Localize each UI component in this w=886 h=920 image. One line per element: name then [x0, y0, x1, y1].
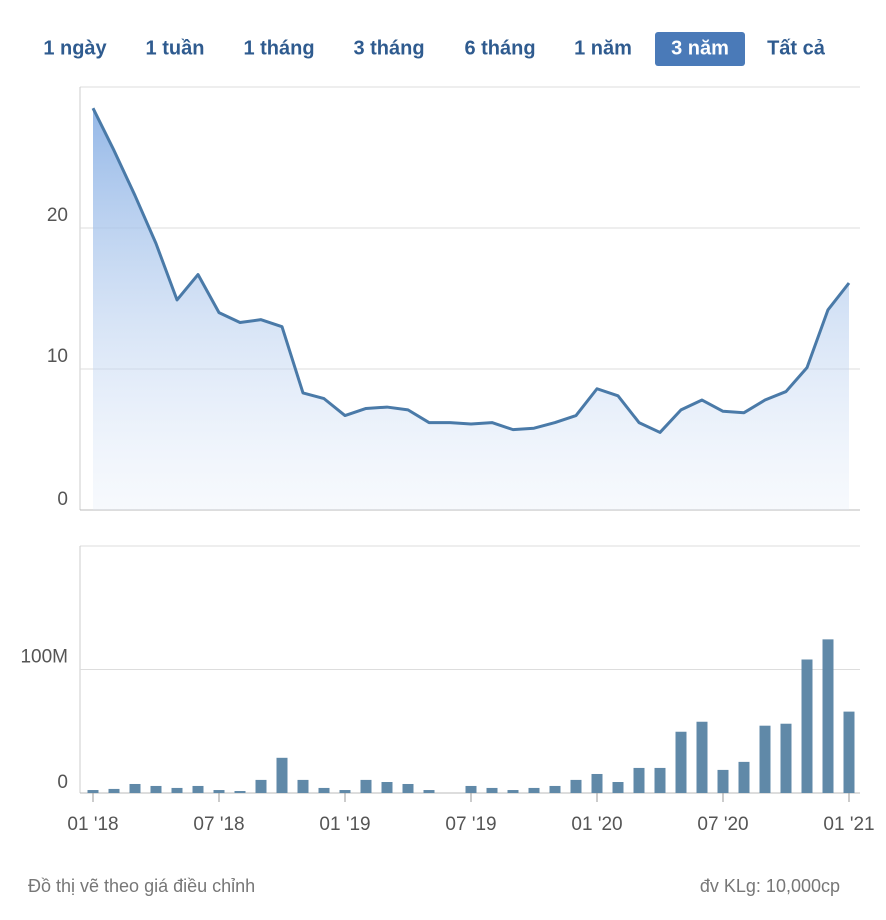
x-tick-label: 07 '18 — [193, 814, 244, 835]
y-tick-label: 0 — [57, 489, 68, 510]
volume-bar — [822, 639, 834, 793]
volume-bar — [318, 787, 330, 793]
volume-bar — [108, 788, 120, 793]
range-button[interactable]: Tất cả — [767, 37, 826, 59]
volume-bar — [381, 782, 393, 793]
y-tick-label: 100M — [20, 647, 68, 668]
range-buttons: 1 ngày 1 tuần 1 tháng 3 tháng 6 tháng 1 năm 3 … — [43, 32, 826, 66]
y-tick-label: 20 — [47, 205, 68, 226]
area-fill — [93, 108, 849, 511]
volume-bar — [612, 782, 624, 793]
footnote-right: đv KLg: 10,000cp — [700, 876, 840, 896]
volume-bar — [843, 711, 855, 793]
volume-bar — [297, 779, 309, 793]
volume-bar — [276, 757, 288, 793]
volume-bar — [528, 787, 540, 793]
volume-bar — [570, 779, 582, 793]
volume-bar — [633, 767, 645, 793]
volume-bar — [549, 785, 561, 793]
volume-bar — [87, 790, 99, 793]
volume-bar — [171, 787, 183, 793]
x-tick-label: 01 '21 — [823, 814, 874, 835]
volume-bar — [591, 773, 603, 793]
volume-bar — [738, 761, 750, 793]
range-button[interactable]: 6 tháng — [464, 37, 535, 59]
volume-bar — [150, 785, 162, 793]
x-tick-label: 07 '20 — [697, 814, 748, 835]
range-button[interactable]: 1 tuần — [146, 37, 205, 59]
volume-bar — [255, 779, 267, 793]
volume-bar — [423, 790, 435, 793]
footnote-left: Đồ thị vẽ theo giá điều chỉnh — [28, 876, 255, 896]
volume-bar — [192, 785, 204, 793]
volume-bar — [717, 769, 729, 793]
volume-bar — [801, 659, 813, 793]
x-tick-label: 01 '18 — [67, 814, 118, 835]
volume-bar — [780, 723, 792, 793]
range-button[interactable]: 3 năm — [671, 37, 729, 59]
volume-bar — [696, 721, 708, 793]
volume-bar — [339, 790, 351, 793]
price-line — [91, 107, 851, 434]
volume-bar — [465, 785, 477, 793]
range-button[interactable]: 1 ngày — [43, 37, 107, 59]
active-button-bg — [655, 32, 745, 66]
y-tick-label: 10 — [47, 346, 68, 367]
volume-bar — [675, 731, 687, 793]
volume-bar — [213, 790, 225, 793]
volume-bar — [402, 783, 414, 793]
range-button[interactable]: 3 tháng — [353, 37, 424, 59]
volume-bar — [129, 783, 141, 793]
volume-bar — [360, 779, 372, 793]
x-tick-label: 01 '20 — [571, 814, 622, 835]
volume-bar — [759, 725, 771, 793]
volume-bar — [507, 790, 519, 793]
y-tick-label: 0 — [57, 772, 68, 793]
range-button[interactable]: 1 tháng — [243, 37, 314, 59]
volume-bar — [654, 767, 666, 793]
x-tick-label: 01 '19 — [319, 814, 370, 835]
x-tick-label: 07 '19 — [445, 814, 496, 835]
volume-bar — [234, 791, 246, 793]
volume-bar — [486, 787, 498, 793]
range-button[interactable]: 1 năm — [574, 37, 632, 59]
